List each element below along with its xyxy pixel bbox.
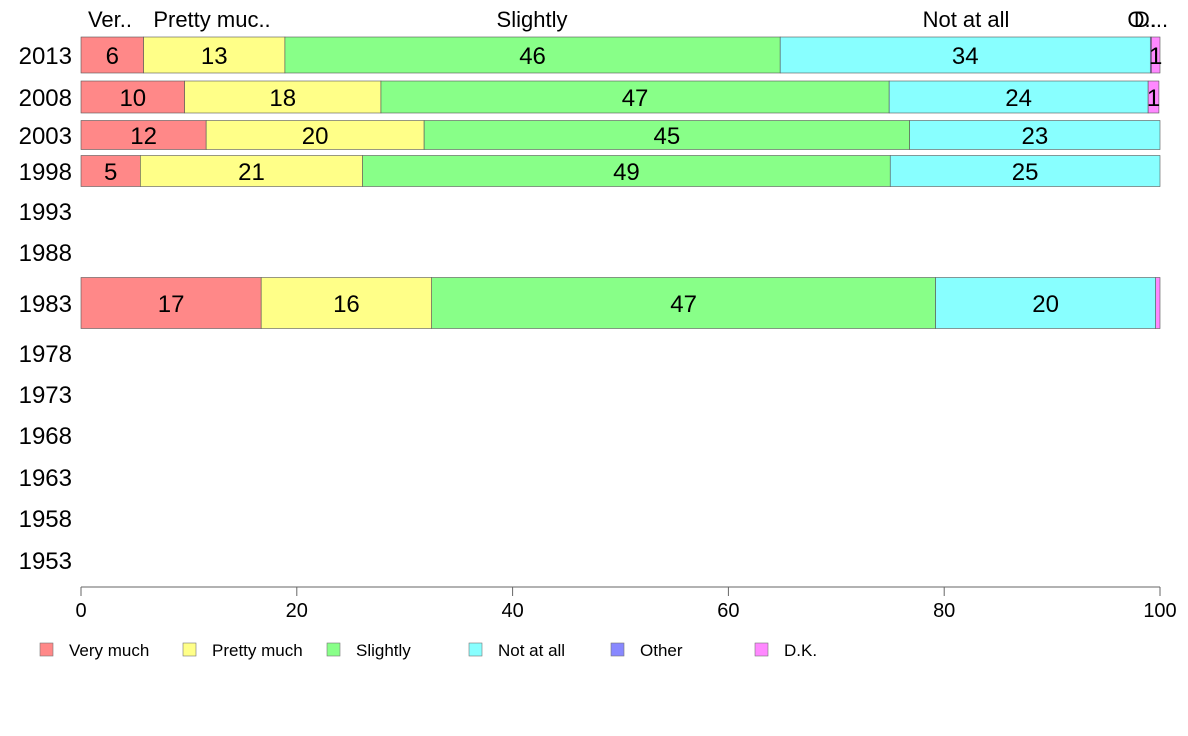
bar-1983-slightly [431, 277, 936, 329]
x-tick-label-0: 0 [75, 600, 86, 622]
x-tick-label-60: 60 [717, 600, 739, 622]
legend-label-slightly: Slightly [356, 641, 411, 660]
year-label-1988: 1988 [19, 240, 72, 267]
top-category-label-4: O.. [1127, 7, 1156, 32]
bar-label-2008-1: 18 [269, 85, 296, 112]
year-label-2008: 2008 [19, 85, 72, 112]
bar-1983-d-k- [1155, 277, 1161, 329]
bar-label-2013-2: 46 [519, 43, 546, 70]
bar-2008-very-much [80, 80, 185, 114]
year-axis: 2013 2008 2003 1998 1993 1988 1983 1978 1973 1968… [19, 43, 72, 575]
top-category-label-1: Pretty muc.. [153, 7, 270, 32]
bar-2003-very-much [80, 120, 207, 150]
bar-2008-d-k- [1147, 80, 1160, 114]
bar-1983-very-much [80, 277, 262, 329]
top-category-label-3: Not at all [923, 7, 1010, 32]
bar-2008-pretty-much [184, 80, 382, 114]
bar-2013-pretty-much [143, 36, 286, 74]
year-label-1973: 1973 [19, 382, 72, 409]
bar-1983-not-at-all [935, 277, 1156, 329]
legend: Very much Pretty much Slightly Not at all Ot… [39, 641, 817, 660]
bar-2013-d-k- [1151, 36, 1161, 74]
bar-2013-slightly [284, 36, 781, 74]
bar-label-2013-1: 13 [201, 43, 228, 70]
year-label-1958: 1958 [19, 506, 72, 533]
top-category-label-0: Ver.. [88, 7, 132, 32]
x-tick-label-80: 80 [933, 600, 955, 622]
year-label-1998: 1998 [19, 159, 72, 186]
bar-label-1998-0: 5 [104, 159, 117, 186]
bar-label-1998-1: 21 [238, 159, 265, 186]
bar-label-2003-3: 23 [1021, 123, 1048, 150]
legend-swatch-d-k- [754, 642, 769, 657]
x-tick-label-100: 100 [1143, 600, 1176, 622]
bar-1998-very-much [80, 155, 141, 187]
bar-2013-not-at-all [779, 36, 1151, 74]
bar-label-2003-1: 20 [302, 123, 329, 150]
year-label-1978: 1978 [19, 341, 72, 368]
bar-label-2013-0: 6 [106, 43, 119, 70]
year-label-1968: 1968 [19, 423, 72, 450]
top-category-label-5: D... [1134, 7, 1168, 32]
year-label-2013: 2013 [19, 43, 72, 70]
year-label-1983: 1983 [19, 291, 72, 318]
bar-label-2008-2: 47 [622, 85, 649, 112]
bar-label-2008-3: 24 [1005, 85, 1032, 112]
bar-2008-slightly [380, 80, 890, 114]
bar-label-1983-1: 16 [333, 291, 360, 318]
bar-label-2008-5: 1 [1147, 85, 1160, 112]
bar-1998-not-at-all [889, 155, 1161, 187]
bar-2003-not-at-all [909, 120, 1161, 150]
bar-label-2008-0: 10 [119, 85, 146, 112]
legend-swatch-very-much [39, 642, 54, 657]
year-label-2003: 2003 [19, 123, 72, 150]
legend-label-very-much: Very much [69, 641, 149, 660]
x-tick-label-40: 40 [501, 600, 523, 622]
legend-swatch-slightly [326, 642, 341, 657]
legend-swatch-not-at-all [468, 642, 483, 657]
legend-label-pretty-much: Pretty much [212, 641, 303, 660]
year-label-1953: 1953 [19, 548, 72, 575]
bar-label-2003-2: 45 [654, 123, 681, 150]
top-category-labels: Ver.. Pretty muc.. Slightly Not at all O..D.… [88, 7, 1168, 32]
legend-label-not-at-all: Not at all [498, 641, 565, 660]
bar-label-2013-5: 1 [1149, 43, 1162, 70]
top-category-label-2: Slightly [497, 7, 568, 32]
legend-label-other: Other [640, 641, 683, 660]
bar-2003-slightly [423, 120, 910, 150]
bar-label-2013-3: 34 [952, 43, 979, 70]
legend-swatch-other [610, 642, 625, 657]
bar-label-1983-0: 17 [158, 291, 185, 318]
bar-2008-not-at-all [888, 80, 1149, 114]
bar-1998-pretty-much [140, 155, 363, 187]
bar-label-1983-3: 20 [1032, 291, 1059, 318]
x-axis: 0 20 40 60 80 100 [75, 586, 1177, 622]
bar-1983-pretty-much [260, 277, 432, 329]
bar-label-1998-3: 25 [1012, 159, 1039, 186]
bar-1998-slightly [362, 155, 891, 187]
year-label-1993: 1993 [19, 199, 72, 226]
legend-label-d-k-: D.K. [784, 641, 817, 660]
bar-2013-very-much [80, 36, 144, 74]
bar-label-1983-2: 47 [670, 291, 697, 318]
x-tick-label-20: 20 [286, 600, 308, 622]
bar-label-2003-0: 12 [130, 123, 157, 150]
bar-label-1998-2: 49 [613, 159, 640, 186]
legend-swatch-pretty-much [182, 642, 197, 657]
year-label-1963: 1963 [19, 465, 72, 492]
bars: 6 13 46 34 1 10 18 47 24 1 12 20 45 23 5 21 49 25 17 16 47 20 [80, 36, 1162, 329]
